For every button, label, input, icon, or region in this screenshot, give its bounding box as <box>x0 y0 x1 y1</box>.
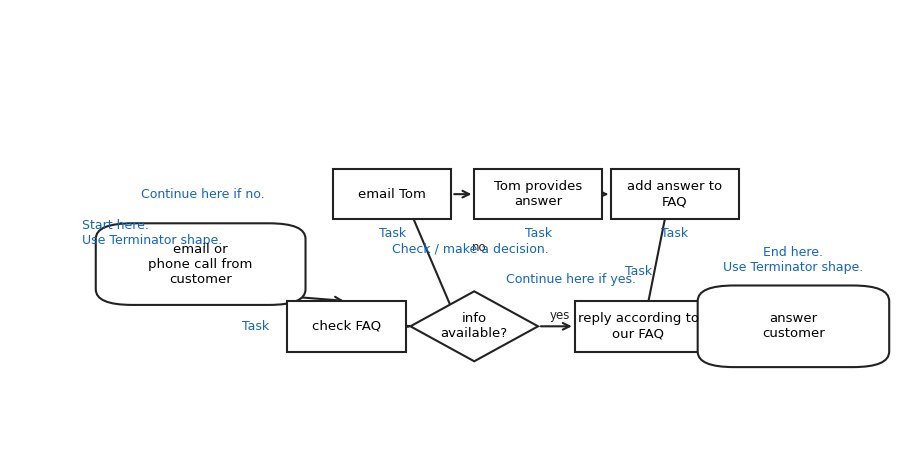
Polygon shape <box>410 292 537 361</box>
Text: Continue here if no.: Continue here if no. <box>140 188 264 201</box>
Text: Task: Task <box>624 265 651 278</box>
Text: reply according to
our FAQ: reply according to our FAQ <box>578 312 698 340</box>
Text: yes: yes <box>549 310 569 322</box>
FancyBboxPatch shape <box>697 285 888 367</box>
Text: Check / make a decision.: Check / make a decision. <box>392 242 548 255</box>
Text: email or
phone call from
customer: email or phone call from customer <box>148 243 252 286</box>
Text: Self-Improving Customer Support Process: Self-Improving Customer Support Process <box>36 30 824 64</box>
Text: Task: Task <box>524 227 551 239</box>
FancyBboxPatch shape <box>610 169 738 219</box>
Text: info
available?: info available? <box>440 312 507 340</box>
Text: add answer to
FAQ: add answer to FAQ <box>627 180 722 208</box>
Text: Start here.
Use Terminator shape.: Start here. Use Terminator shape. <box>82 219 222 247</box>
Text: Task: Task <box>660 227 688 239</box>
Text: Task: Task <box>241 320 269 333</box>
Text: Continue here if yes.: Continue here if yes. <box>506 273 636 286</box>
Text: answer
customer: answer customer <box>762 312 824 340</box>
Text: Task: Task <box>378 227 405 239</box>
FancyBboxPatch shape <box>287 301 405 352</box>
FancyBboxPatch shape <box>474 169 601 219</box>
Text: no: no <box>471 241 486 255</box>
FancyBboxPatch shape <box>96 223 305 305</box>
Text: Tom provides
answer: Tom provides answer <box>494 180 581 208</box>
Text: check FAQ: check FAQ <box>312 320 381 333</box>
Text: email Tom: email Tom <box>358 188 425 201</box>
Text: End here.
Use Terminator shape.: End here. Use Terminator shape. <box>722 246 863 274</box>
FancyBboxPatch shape <box>574 301 701 352</box>
FancyBboxPatch shape <box>333 169 451 219</box>
